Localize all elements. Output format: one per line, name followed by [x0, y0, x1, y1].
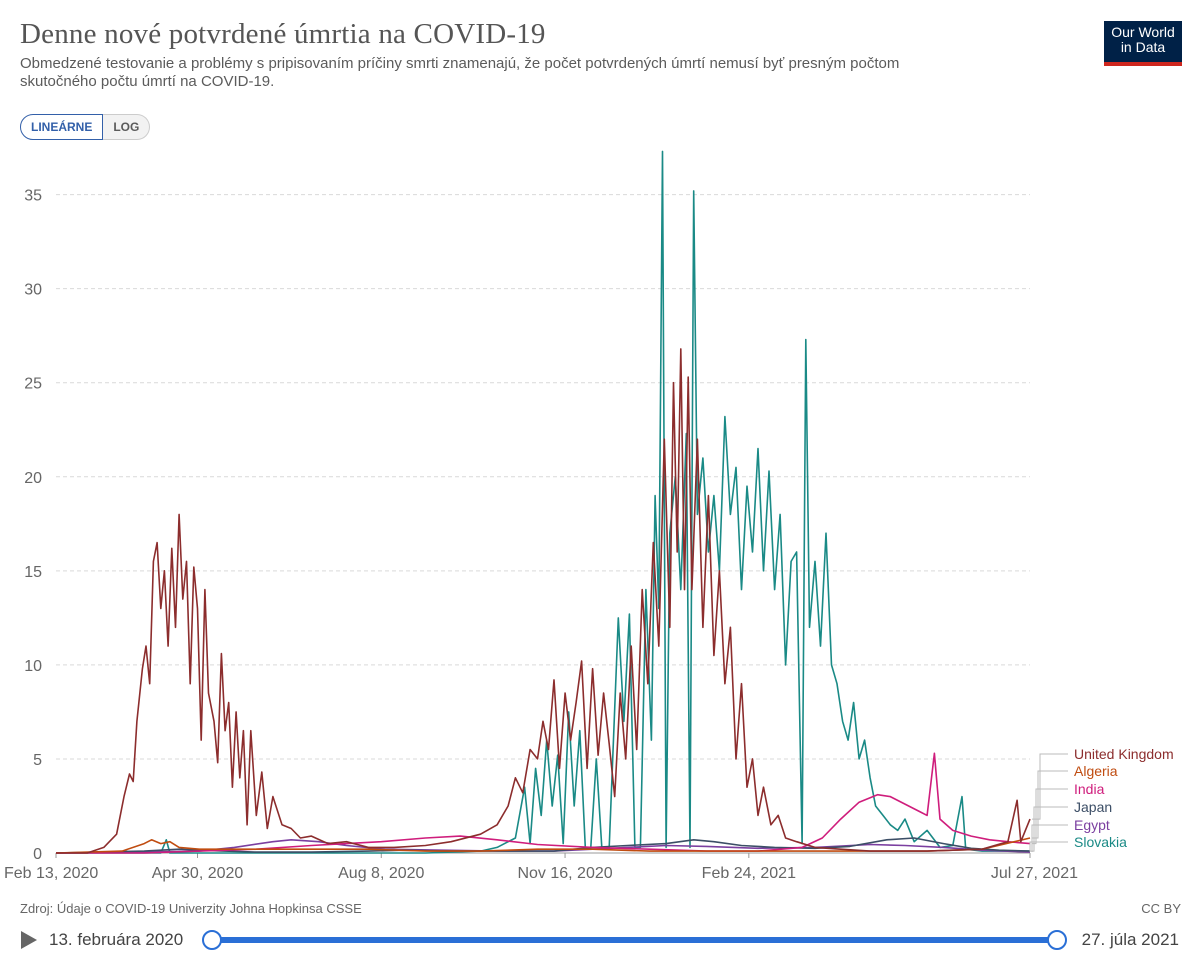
timeline-end-handle[interactable]: [1047, 930, 1067, 950]
y-tick-label: 10: [24, 658, 42, 675]
x-tick-label: Feb 13, 2020: [4, 865, 98, 882]
legend-label-india[interactable]: India: [1074, 781, 1105, 797]
y-tick-label: 30: [24, 282, 42, 299]
series-lines: [55, 150, 1031, 854]
series-line-algeria[interactable]: [55, 837, 1031, 854]
timeline-track[interactable]: [211, 937, 1057, 943]
x-tick-label: Nov 16, 2020: [517, 865, 612, 882]
legend-connector: [1032, 806, 1068, 852]
legend-label-japan[interactable]: Japan: [1074, 799, 1112, 815]
legend-connector: [1029, 841, 1068, 852]
series-line-united_kingdom[interactable]: [56, 348, 1031, 854]
legend-connector: [1032, 753, 1068, 820]
timeline-start-label: 13. februára 2020: [49, 930, 184, 949]
chart-subtitle: Obmedzené testovanie a problémy s pripis…: [20, 55, 900, 90]
y-tick-label: 35: [24, 188, 42, 205]
legend-connector: [1032, 770, 1068, 839]
log-scale-button[interactable]: LOG: [103, 114, 151, 140]
logo-line-2: in Data: [1120, 39, 1166, 55]
y-tick-label: 20: [24, 470, 42, 487]
legend-label-slovakia[interactable]: Slovakia: [1074, 834, 1127, 850]
chart-title: Denne nové potvrdené úmrtia na COVID-19: [20, 18, 546, 50]
y-tick-label: 15: [24, 564, 42, 581]
logo-line-1: Our World: [1111, 24, 1175, 40]
license-link[interactable]: CC BY: [1141, 901, 1181, 916]
scale-toggle: LINEÁRNE LOG: [20, 114, 151, 140]
owid-logo[interactable]: Our World in Data: [1104, 21, 1182, 66]
timeline: 13. februára 2020 27. júla 2021: [0, 922, 1202, 958]
y-tick-label: 25: [24, 376, 42, 393]
x-axis-ticks: Feb 13, 2020 Apr 30, 2020 Aug 8, 2020 Nov 1…: [4, 853, 1078, 882]
y-tick-label: 5: [33, 752, 42, 769]
timeline-start-handle[interactable]: [202, 930, 222, 950]
x-tick-label: Jul 27, 2021: [991, 865, 1078, 882]
series-line-india[interactable]: [56, 752, 1031, 854]
x-tick-label: Apr 30, 2020: [152, 865, 244, 882]
legend-label-united_kingdom[interactable]: United Kingdom: [1074, 746, 1174, 762]
series-line-japan[interactable]: [55, 837, 1031, 854]
grid-lines: [56, 194, 1030, 854]
y-axis-ticks: 0 5 10 15 20 25 30 35: [24, 188, 42, 863]
x-tick-label: Feb 24, 2021: [702, 865, 796, 882]
timeline-end-label: 27. júla 2021: [1081, 930, 1179, 949]
source-note[interactable]: Zdroj: Údaje o COVID-19 Univerzity Johna…: [20, 901, 362, 916]
series-line-slovakia[interactable]: [56, 150, 1030, 854]
play-icon[interactable]: [21, 931, 37, 949]
legend-connector: [1032, 788, 1068, 845]
legend-label-egypt[interactable]: Egypt: [1074, 817, 1110, 833]
y-tick-label: 0: [33, 846, 42, 863]
linear-scale-button[interactable]: LINEÁRNE: [20, 114, 104, 140]
x-tick-label: Aug 8, 2020: [338, 865, 424, 882]
legend-label-algeria[interactable]: Algeria: [1074, 763, 1118, 779]
line-chart: 0 5 10 15 20 25 30 35 Feb 13, 2020 Apr 30, 2020 A…: [4, 150, 1174, 882]
legend-connector: [1031, 824, 1068, 853]
